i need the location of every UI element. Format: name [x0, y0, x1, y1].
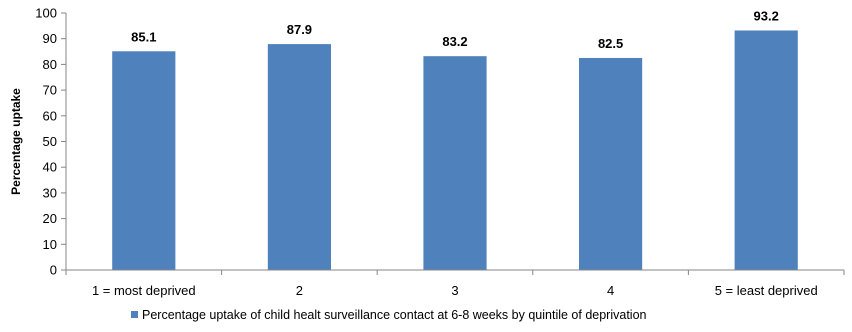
bars [112, 30, 798, 271]
y-tick-label: 80 [43, 57, 57, 72]
data-label: 85.1 [131, 29, 156, 44]
y-axis-ticks: 0 10 20 30 40 50 60 70 80 90 100 [35, 6, 67, 278]
x-axis-labels: 1 = most deprived 2 3 4 5 = least deprived [92, 283, 818, 298]
legend: Percentage uptake of child healt surveil… [131, 308, 647, 322]
x-tick-label: 3 [451, 283, 458, 298]
x-tick-label: 4 [607, 283, 614, 298]
data-label: 82.5 [598, 36, 623, 51]
y-tick-label: 0 [50, 263, 57, 278]
y-axis-title-group: Percentage uptake [9, 88, 23, 195]
bar [267, 44, 331, 270]
x-tick-label: 1 = most deprived [92, 283, 196, 298]
y-axis-title: Percentage uptake [9, 88, 23, 195]
y-tick-label: 100 [35, 6, 57, 21]
y-tick-label: 60 [43, 108, 57, 123]
data-label: 87.9 [287, 22, 312, 37]
y-tick-label: 90 [43, 31, 57, 46]
y-tick-label: 10 [43, 237, 57, 252]
x-tick-label: 5 = least deprived [715, 283, 818, 298]
bar [579, 57, 643, 270]
y-tick-label: 30 [43, 185, 57, 200]
bar [734, 30, 798, 271]
data-label: 83.2 [442, 34, 467, 49]
legend-label: Percentage uptake of child healt surveil… [142, 308, 647, 322]
data-label: 93.2 [754, 8, 779, 23]
x-tick-label: 2 [296, 283, 303, 298]
bar [112, 51, 176, 270]
y-tick-label: 20 [43, 211, 57, 226]
x-axis [65, 269, 845, 275]
bar [423, 56, 487, 271]
y-tick-label: 40 [43, 160, 57, 175]
y-tick-label: 70 [43, 83, 57, 98]
data-labels: 85.1 87.9 83.2 82.5 93.2 [131, 8, 779, 50]
legend-swatch [131, 311, 138, 318]
y-tick-label: 50 [43, 134, 57, 149]
